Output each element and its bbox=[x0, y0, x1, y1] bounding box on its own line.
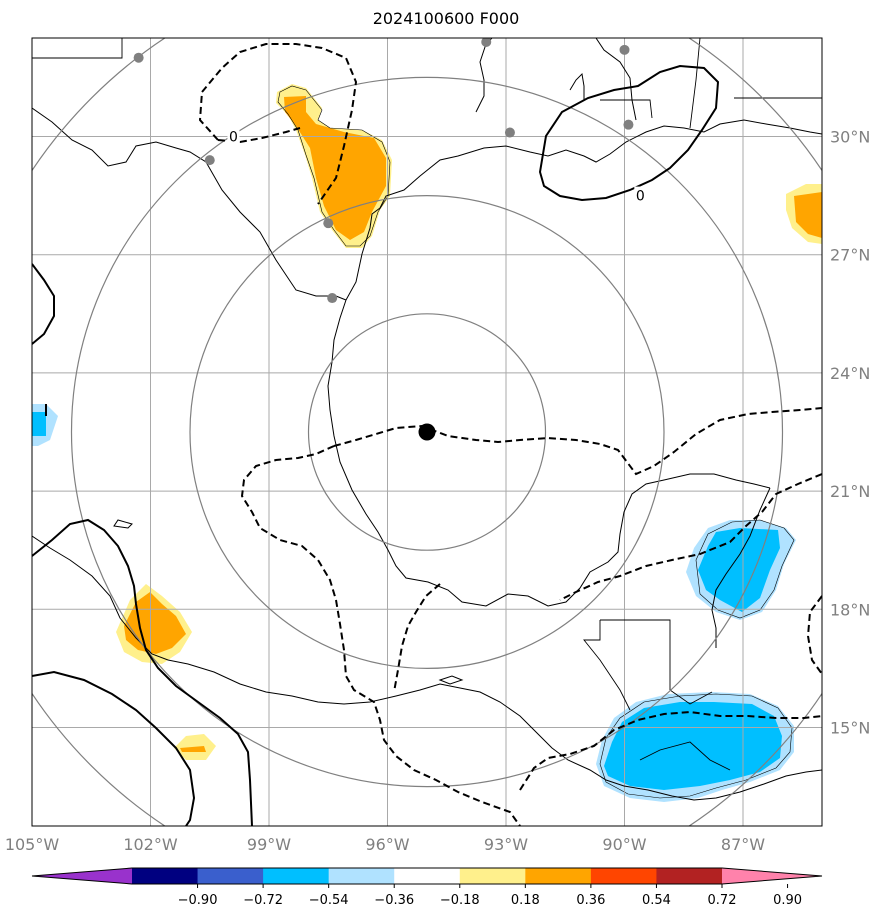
colorbar-outline bbox=[31, 867, 823, 885]
colorbar-tick-label: 0.90 bbox=[773, 893, 802, 908]
contour-solid-positive bbox=[32, 64, 720, 826]
latitude-label: 21°N bbox=[830, 482, 870, 501]
station-dot bbox=[481, 38, 492, 47]
range-ring bbox=[70, 76, 784, 788]
longitude-axis-labels: 105°W 102°W 99°W 96°W 93°W 90°W 87°W bbox=[5, 835, 765, 854]
station-dot bbox=[619, 44, 630, 55]
colorbar-swatch bbox=[590, 868, 657, 884]
colorbar-extend-high bbox=[722, 868, 822, 884]
colorbar-tick-label: 0.36 bbox=[576, 893, 605, 908]
longitude-label: 99°W bbox=[247, 835, 291, 854]
latitude-label: 30°N bbox=[830, 128, 870, 147]
range-ring bbox=[189, 195, 665, 669]
longitude-label: 105°W bbox=[5, 835, 60, 854]
station-dot bbox=[133, 52, 144, 63]
contour-label-bg bbox=[634, 186, 647, 204]
station-dot bbox=[623, 119, 634, 130]
range-ring bbox=[307, 313, 547, 551]
station-dot bbox=[323, 218, 334, 229]
latitude-label: 15°N bbox=[830, 719, 870, 738]
range-rings bbox=[32, 38, 822, 826]
colorbar-swatch bbox=[197, 868, 264, 884]
station-dots bbox=[133, 38, 634, 304]
colorbar-swatch bbox=[656, 868, 723, 884]
storm-center-dot bbox=[418, 423, 436, 441]
colorbar-swatch bbox=[328, 868, 395, 884]
longitude-label: 90°W bbox=[602, 835, 646, 854]
station-dot bbox=[327, 293, 338, 304]
colorbar-tick-label: −0.18 bbox=[440, 893, 480, 908]
center-marker bbox=[418, 423, 436, 441]
colorbar-swatch bbox=[263, 868, 330, 884]
map-frame bbox=[31, 37, 823, 827]
colorbar-tick-label: −0.54 bbox=[309, 893, 349, 908]
colorbar-tick-label: 0.72 bbox=[708, 893, 737, 908]
contour-label: 0 bbox=[229, 130, 238, 146]
colorbar-tick-label: −0.90 bbox=[178, 893, 218, 908]
colorbar-swatch bbox=[459, 868, 526, 884]
longitude-label: 102°W bbox=[123, 835, 178, 854]
plot-title: 2024100600 F000 bbox=[372, 9, 520, 28]
contour-label-bg bbox=[227, 127, 240, 145]
political-borders bbox=[32, 38, 822, 771]
latitude-axis-labels: 30°N 27°N 24°N 21°N 18°N 15°N bbox=[830, 128, 870, 738]
colorbar-extend-low bbox=[32, 868, 132, 884]
colorbar-tick-labels: −0.90 −0.72 −0.54 −0.36 −0.18 0.18 0.36 0.54 0.7… bbox=[178, 893, 802, 908]
latitude-label: 27°N bbox=[830, 246, 870, 265]
longitude-label: 93°W bbox=[484, 835, 528, 854]
station-dot bbox=[204, 155, 215, 166]
colorbar-tick-label: −0.72 bbox=[243, 893, 283, 908]
contour-labels: 00 bbox=[227, 127, 647, 205]
station-dot bbox=[504, 127, 515, 138]
longitude-label: 87°W bbox=[721, 835, 765, 854]
map-plot-area: 00 bbox=[32, 38, 822, 826]
colorbar bbox=[31, 867, 823, 888]
colorbar-tick-label: 0.54 bbox=[642, 893, 671, 908]
longitude-label: 96°W bbox=[365, 835, 409, 854]
contour-label: 0 bbox=[636, 189, 645, 205]
latitude-label: 18°N bbox=[830, 600, 870, 619]
latitude-label: 24°N bbox=[830, 364, 870, 383]
colorbar-tick-label: −0.36 bbox=[374, 893, 414, 908]
shaded-field-positive bbox=[116, 84, 822, 760]
colorbar-swatch bbox=[525, 868, 592, 884]
colorbar-swatch bbox=[394, 868, 461, 884]
shaded-field-outlines bbox=[277, 85, 795, 799]
colorbar-tick-label: 0.18 bbox=[511, 893, 540, 908]
gridlines bbox=[32, 38, 822, 826]
colorbar-swatch bbox=[132, 868, 199, 884]
